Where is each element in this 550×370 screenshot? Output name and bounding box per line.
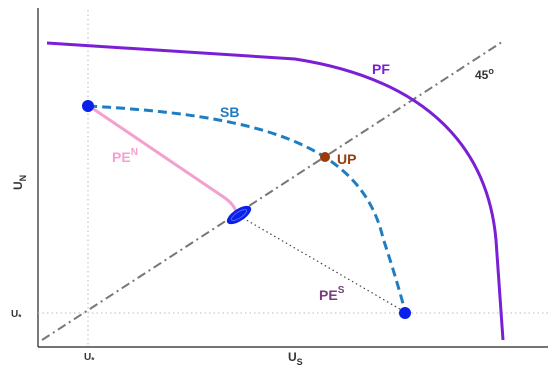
y-tick-threat: U* (11, 309, 22, 322)
x-tick-threat: U* (84, 352, 95, 365)
angle-45-label: 45o (475, 66, 494, 82)
pe-s-label: PES (319, 285, 345, 303)
pe-n-label: PEN (112, 147, 138, 165)
sb-label: SB (220, 104, 239, 120)
threat-point-south (399, 307, 411, 319)
y-axis-label: UN (11, 175, 28, 190)
pf-curve (46, 41, 505, 341)
up-point (320, 152, 330, 162)
equilibrium-cluster-highlight (230, 208, 248, 222)
up-label: UP (337, 151, 356, 167)
diagonal-45-line (41, 41, 503, 341)
sb-curve (87, 104, 407, 313)
threat-point-north (82, 100, 94, 112)
x-axis-label: US (288, 350, 303, 367)
equilibrium-cluster (226, 205, 252, 225)
pf-label: PF (372, 61, 390, 77)
